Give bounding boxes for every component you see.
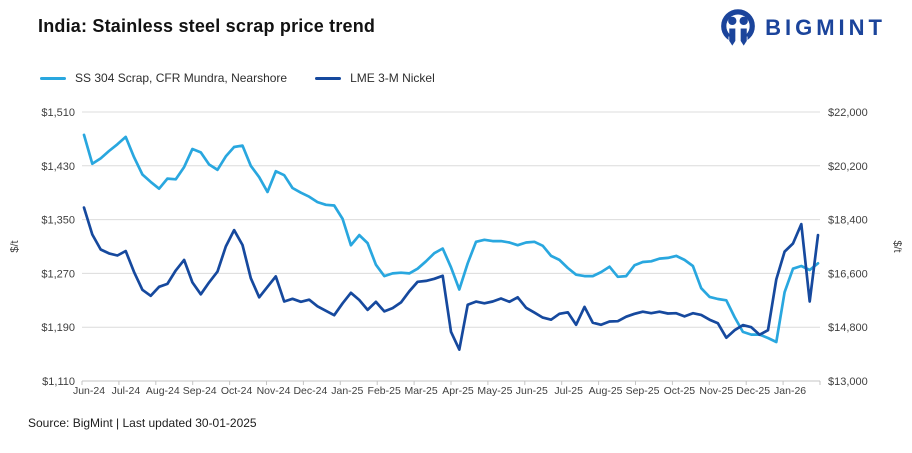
legend-label-nickel: LME 3-M Nickel <box>350 71 435 85</box>
x-tick-label: Sep-24 <box>183 385 217 397</box>
page-title: India: Stainless steel scrap price trend <box>38 16 376 36</box>
y-tick-right: $20,200 <box>828 161 868 173</box>
legend-swatch-ss304 <box>40 76 66 80</box>
y-tick-left: $1,510 <box>41 107 75 119</box>
x-tick-label: Sep-25 <box>626 385 660 397</box>
chart-legend: SS 304 Scrap, CFR Mundra, Nearshore LME … <box>40 71 435 85</box>
series-line-ss304-scrap <box>82 133 820 344</box>
right-axis-unit-label: $/t <box>891 240 903 252</box>
x-tick-label: Aug-25 <box>589 385 623 397</box>
y-tick-right: $22,000 <box>828 107 868 119</box>
x-tick-label: Nov-25 <box>699 385 733 397</box>
price-trend-chart: $1,510 $22,000 $1,430 $20,200 $1,350 $18,400 $… <box>9 107 903 397</box>
x-tick-label: Dec-24 <box>293 385 327 397</box>
x-tick-label: Jun-25 <box>516 385 548 397</box>
y-tick-left: $1,430 <box>41 161 75 173</box>
y-tick-left: $1,350 <box>41 215 75 227</box>
source-note: Source: BigMint | Last updated 30-01-202… <box>28 416 257 430</box>
y-tick-right: $13,000 <box>828 376 868 388</box>
y-tick-right: $18,400 <box>828 215 868 227</box>
left-axis-unit-label: $/t <box>9 240 21 252</box>
y-tick-right: $14,800 <box>828 322 868 334</box>
x-tick-label: Oct-24 <box>221 385 253 397</box>
legend-item-nickel: LME 3-M Nickel <box>315 71 435 85</box>
brand-logo: BIGMINT <box>718 9 886 47</box>
x-tick-label: Mar-25 <box>404 385 437 397</box>
brand-name: BIGMINT <box>765 15 886 40</box>
y-tick-left: $1,190 <box>41 322 75 334</box>
bigmint-logo-icon <box>721 9 755 47</box>
legend-swatch-nickel <box>315 76 342 80</box>
legend-label-ss304: SS 304 Scrap, CFR Mundra, Nearshore <box>75 71 288 85</box>
x-tick-label: Aug-24 <box>146 385 180 397</box>
x-tick-label: Jan-26 <box>774 385 806 397</box>
y-tick-left: $1,270 <box>41 268 75 280</box>
x-tick-label: Apr-25 <box>442 385 474 397</box>
x-tick-label: Jun-24 <box>73 385 105 397</box>
y-tick-right: $16,600 <box>828 268 868 280</box>
x-tick-label: Jul-25 <box>554 385 583 397</box>
series-line-lme-nickel <box>82 206 820 351</box>
x-tick-label: May-25 <box>477 385 512 397</box>
x-tick-label: Dec-25 <box>736 385 770 397</box>
x-tick-label: Feb-25 <box>368 385 401 397</box>
x-tick-label: Jul-24 <box>112 385 141 397</box>
y-tick-left: $1,110 <box>42 376 75 388</box>
x-tick-label: Jan-25 <box>331 385 363 397</box>
legend-item-ss304: SS 304 Scrap, CFR Mundra, Nearshore <box>40 71 287 85</box>
x-tick-label: Nov-24 <box>257 385 291 397</box>
x-tick-label: Oct-25 <box>664 385 696 397</box>
